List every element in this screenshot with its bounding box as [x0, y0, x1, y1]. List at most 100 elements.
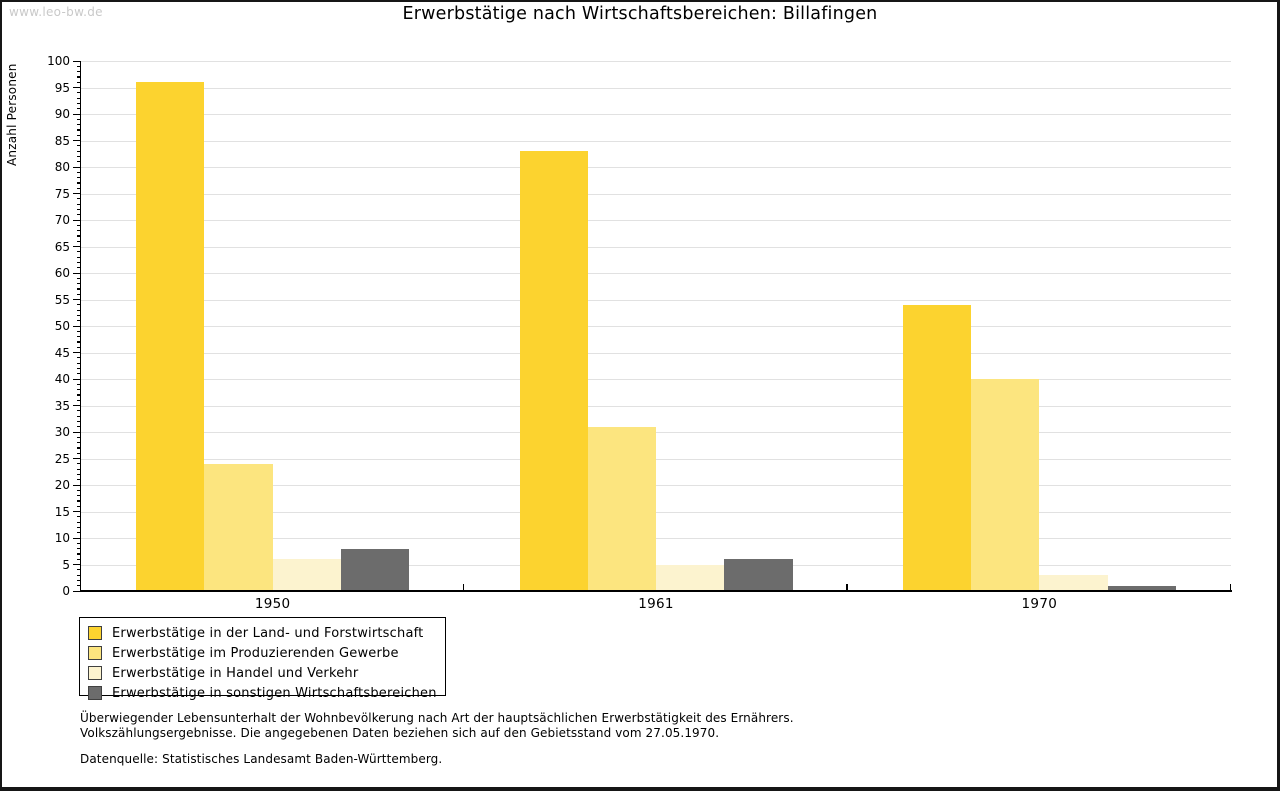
y-tick-label: 70: [54, 213, 70, 227]
y-tick-label: 10: [54, 531, 70, 545]
gridline: [81, 61, 1231, 62]
y-minor-tick: [76, 261, 80, 264]
gridline: [81, 432, 1231, 433]
y-minor-tick: [76, 585, 80, 587]
y-minor-tick: [76, 420, 80, 423]
legend-swatch-icon: [88, 626, 102, 640]
y-minor-tick: [76, 92, 80, 94]
y-minor-tick: [76, 155, 80, 158]
x-category-label: 1961: [638, 596, 674, 612]
y-major-tick: [73, 537, 80, 539]
legend-item: Erwerbstätige in Handel und Verkehr: [80, 663, 445, 683]
y-minor-tick: [76, 256, 80, 258]
y-major-tick: [73, 140, 80, 142]
y-major-tick: [73, 564, 80, 566]
gridline: [81, 299, 1231, 301]
y-major-tick: [73, 352, 80, 354]
y-minor-tick: [76, 161, 80, 163]
y-major-tick: [73, 113, 80, 115]
y-tick-label: 55: [54, 292, 70, 307]
y-minor-tick: [76, 304, 80, 306]
x-boundary-tick: [846, 584, 848, 590]
gridline: [81, 326, 1231, 327]
y-tick-label: 20: [54, 478, 70, 492]
bar-1970-series-1: [902, 304, 972, 591]
bar-1970-series-4: [1107, 585, 1176, 591]
y-minor-tick: [76, 463, 80, 465]
y-minor-tick: [76, 473, 80, 476]
y-tick-label: 85: [54, 133, 70, 148]
y-minor-tick: [76, 203, 80, 205]
y-minor-tick: [76, 468, 80, 470]
y-minor-tick: [76, 373, 80, 375]
y-minor-tick: [76, 436, 80, 438]
y-tick-label: 90: [54, 107, 70, 121]
bar-1961-series-4: [724, 559, 793, 591]
y-minor-tick: [76, 330, 80, 332]
legend-label: Erwerbstätige in der Land- und Forstwirt…: [112, 625, 424, 641]
y-minor-tick: [76, 187, 80, 189]
y-major-tick: [73, 272, 80, 274]
y-minor-tick: [76, 569, 80, 571]
y-minor-tick: [76, 182, 80, 184]
y-minor-tick: [76, 198, 80, 200]
y-minor-tick: [76, 71, 80, 73]
y-tick-label: 5: [62, 557, 70, 572]
y-major-tick: [73, 87, 80, 89]
y-minor-tick: [76, 505, 80, 507]
y-minor-tick: [76, 574, 80, 576]
bar-1961-series-3: [656, 564, 725, 591]
legend-swatch-icon: [88, 686, 102, 700]
gridline: [81, 273, 1231, 274]
y-minor-tick: [76, 532, 80, 534]
legend-label: Erwerbstätige im Produzierenden Gewerbe: [112, 645, 399, 661]
y-minor-tick: [76, 489, 80, 491]
gridline: [81, 485, 1231, 486]
watermark: www.leo-bw.de: [9, 5, 103, 19]
y-tick-label: 0: [62, 584, 70, 598]
y-major-tick: [73, 590, 80, 592]
y-minor-tick: [76, 410, 80, 412]
gridline: [81, 511, 1231, 513]
gridline: [81, 246, 1231, 248]
y-minor-tick: [76, 346, 80, 348]
bar-1950-series-2: [204, 463, 273, 591]
y-tick-label: 65: [54, 239, 70, 254]
y-minor-tick: [76, 367, 80, 370]
y-major-tick: [73, 219, 80, 221]
y-major-tick: [73, 511, 80, 513]
gridline: [81, 379, 1231, 380]
y-minor-tick: [76, 214, 80, 216]
y-minor-tick: [76, 267, 80, 269]
bar-1950-series-3: [272, 559, 341, 591]
y-minor-tick: [76, 224, 80, 226]
y-minor-tick: [76, 500, 80, 502]
y-minor-tick: [76, 442, 80, 444]
y-minor-tick: [76, 426, 80, 428]
x-axis-line: [79, 590, 1232, 592]
x-boundary-tick: [1229, 584, 1231, 590]
y-minor-tick: [76, 320, 80, 322]
y-minor-tick: [76, 452, 80, 454]
bar-1961-series-2: [587, 426, 656, 591]
y-minor-tick: [76, 97, 80, 99]
y-minor-tick: [76, 542, 80, 544]
bar-1950-series-1: [136, 82, 205, 591]
bar-1961-series-1: [519, 151, 588, 591]
y-minor-tick: [76, 134, 80, 136]
x-boundary-tick: [463, 584, 465, 590]
y-major-tick: [73, 193, 80, 195]
legend-swatch-icon: [88, 646, 102, 660]
y-tick-label: 25: [54, 451, 70, 466]
y-minor-tick: [76, 341, 80, 343]
y-minor-tick: [76, 383, 80, 385]
y-tick-label: 75: [54, 186, 70, 201]
y-minor-tick: [76, 415, 80, 417]
y-major-tick: [73, 166, 80, 168]
y-major-tick: [73, 246, 80, 248]
y-minor-tick: [76, 251, 80, 253]
gridline: [81, 87, 1231, 89]
y-tick-label: 80: [54, 160, 70, 174]
y-minor-tick: [76, 394, 80, 396]
footnote-line-2: Volkszählungsergebnisse. Die angegebenen…: [80, 726, 720, 740]
